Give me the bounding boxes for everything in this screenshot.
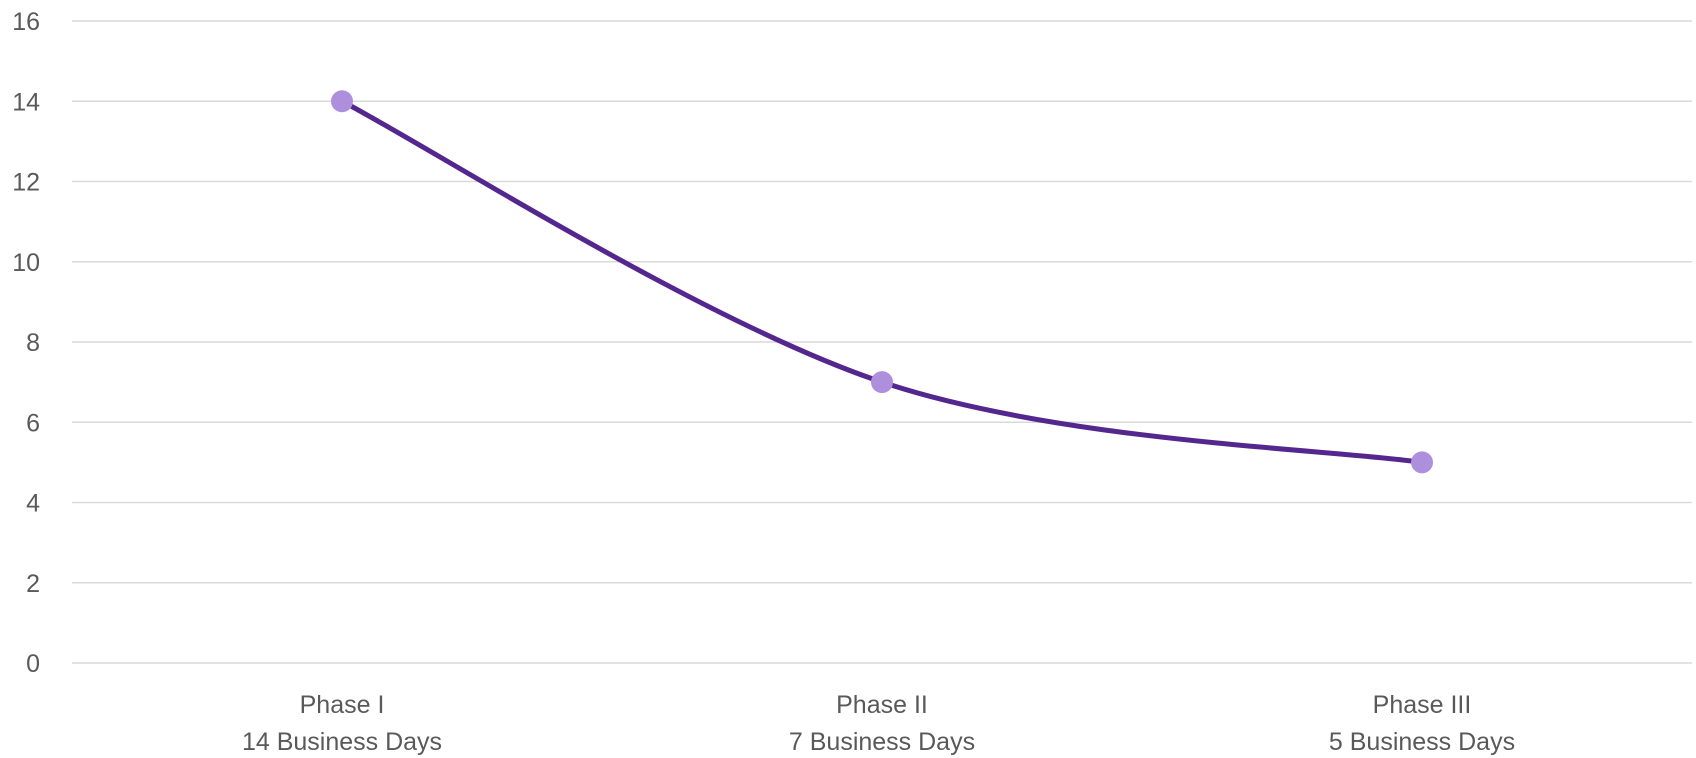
y-tick-label: 12 [12, 169, 40, 197]
y-tick-label: 6 [26, 409, 40, 437]
gridlines [72, 20, 1692, 664]
series-markers [331, 90, 1433, 474]
y-tick-label: 2 [26, 570, 40, 598]
y-axis-tick-labels: 0 2 4 6 8 10 12 14 16 [12, 8, 40, 678]
data-point-marker-2 [1411, 451, 1433, 474]
category-phase-label: Phase III [1373, 691, 1472, 719]
y-tick-label: 8 [26, 329, 40, 357]
category-duration-label: 5 Business Days [1329, 728, 1515, 756]
x-axis-category-labels: Phase I 14 Business Days Phase II 7 Busines… [242, 691, 1515, 756]
category-phase-label: Phase I [300, 691, 385, 719]
category-duration-label: 14 Business Days [242, 728, 442, 756]
y-tick-label: 4 [26, 490, 40, 518]
category-phase-label: Phase II [836, 691, 928, 719]
data-point-marker-0 [331, 90, 353, 113]
y-tick-label: 16 [12, 8, 40, 36]
x-category-label: Phase I 14 Business Days [242, 691, 442, 756]
series-line [339, 98, 1425, 465]
y-tick-label: 0 [26, 650, 40, 678]
data-point-marker-1 [871, 371, 893, 394]
series-line-group [339, 98, 1425, 465]
category-duration-label: 7 Business Days [789, 728, 975, 756]
y-tick-label: 14 [12, 88, 40, 116]
x-category-label: Phase II 7 Business Days [789, 691, 975, 756]
y-tick-label: 10 [12, 249, 40, 277]
x-category-label: Phase III 5 Business Days [1329, 691, 1515, 756]
